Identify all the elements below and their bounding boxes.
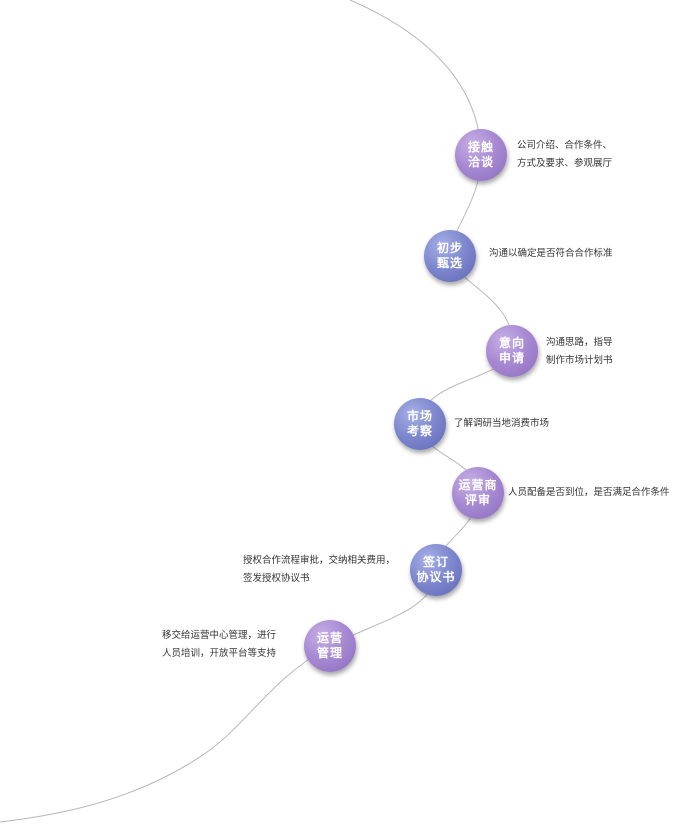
step-desc-application: 沟通思路，指导 制作市场计划书 [546, 334, 613, 370]
step-desc-contact: 公司介绍、合作条件、 方式及要求、参观展厅 [517, 137, 612, 173]
step-node-screening: 初步 甄选 [424, 230, 476, 282]
step-desc-line2: 方式及要求、参观展厅 [517, 158, 613, 169]
flow-path [0, 0, 514, 823]
step-title-line2: 考察 [406, 424, 433, 438]
step-desc-sign-agreement: 授权合作流程审批，交纳相关费用， 签发授权协议书 [243, 552, 395, 588]
step-node-application: 意向 申请 [486, 325, 538, 377]
step-title-line2: 评审 [464, 493, 491, 507]
step-desc-line2: 人员培训，开放平台等支持 [162, 648, 277, 659]
step-node-operation-management: 运营 管理 [304, 620, 356, 672]
step-desc-operation-management: 移交给运营中心管理，进行 人员培训，开放平台等支持 [162, 627, 276, 663]
step-desc-line1: 沟通思路，指导 [546, 337, 613, 348]
step-title-line1: 接触 [467, 140, 494, 154]
step-title-line1: 签订 [422, 555, 449, 569]
step-desc-line1: 移交给运营中心管理，进行 [162, 630, 277, 641]
step-node-contact: 接触 洽谈 [455, 129, 507, 181]
step-desc-line2: 签发授权协议书 [243, 573, 310, 584]
step-node-operator-review: 运营商 评审 [452, 467, 504, 519]
step-desc-line1: 公司介绍、合作条件、 [517, 140, 613, 151]
step-desc-line1: 人员配备是否到位，是否满足合作条件 [508, 487, 670, 498]
step-title-line2: 甄选 [436, 256, 463, 270]
step-title-line1: 运营 [316, 631, 343, 645]
step-desc-line1: 了解调研当地消费市场 [454, 418, 550, 429]
step-title-line1: 初步 [436, 241, 463, 255]
step-title-line2: 协议书 [416, 570, 456, 584]
step-desc-line1: 沟通以确定是否符合合作标准 [489, 248, 613, 259]
step-desc-operator-review: 人员配备是否到位，是否满足合作条件 [508, 484, 670, 502]
step-title-line2: 管理 [316, 646, 343, 660]
step-desc-market-survey: 了解调研当地消费市场 [454, 415, 549, 433]
step-title-line1: 意向 [498, 336, 525, 350]
step-title-line1: 市场 [406, 409, 433, 423]
step-title-line1: 运营商 [458, 478, 498, 492]
step-node-market-survey: 市场 考察 [394, 398, 446, 450]
step-desc-screening: 沟通以确定是否符合合作标准 [489, 245, 613, 263]
step-node-sign-agreement: 签订 协议书 [410, 544, 462, 596]
step-title-line2: 洽谈 [467, 155, 494, 169]
step-title-line2: 申请 [498, 351, 525, 365]
step-desc-line2: 制作市场计划书 [546, 355, 613, 366]
step-desc-line1: 授权合作流程审批，交纳相关费用， [243, 555, 396, 566]
